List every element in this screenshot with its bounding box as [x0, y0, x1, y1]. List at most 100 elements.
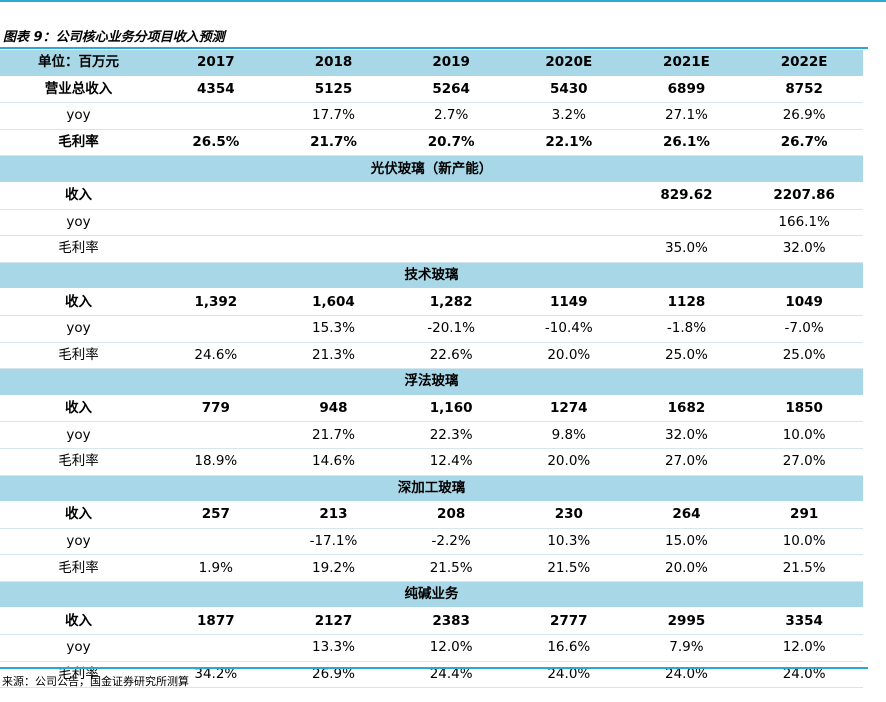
- table-cell: 1128: [627, 288, 746, 316]
- table-cell: 21.7%: [274, 421, 393, 449]
- table-cell: 6899: [627, 76, 746, 104]
- table-cell: 22.1%: [509, 129, 628, 157]
- table-cell: 2383: [392, 607, 510, 636]
- table-cell: 2207.86: [745, 182, 863, 210]
- table-cell: 1,160: [392, 395, 510, 423]
- row-label: 毛利率: [0, 129, 157, 157]
- table-cell: -17.1%: [274, 528, 393, 556]
- table-cell: [392, 182, 510, 210]
- table-cell: 26.9%: [274, 661, 393, 689]
- table-cell: 12.0%: [745, 634, 863, 662]
- table-cell: 2995: [627, 607, 746, 636]
- table-cell: 779: [157, 395, 275, 423]
- table-cell: 26.5%: [157, 129, 275, 157]
- table-cell: 291: [745, 501, 863, 529]
- header-year-cell: 2020E: [509, 50, 628, 77]
- table-cell: 166.1%: [745, 209, 863, 237]
- section-title: 光伏玻璃（新产能）: [0, 155, 863, 183]
- section-title: 技术玻璃: [0, 262, 863, 290]
- table-cell: 10.0%: [745, 421, 863, 449]
- table-cell: 4354: [157, 76, 275, 104]
- header-year-cell: 2021E: [627, 50, 746, 77]
- table-cell: [392, 235, 510, 263]
- table-cell: 1850: [745, 395, 863, 423]
- table-cell: [274, 209, 393, 237]
- row-label: 收入: [0, 501, 157, 529]
- table-cell: 829.62: [627, 182, 746, 210]
- source-note: 来源：公司公告，国金证券研究所测算: [2, 675, 189, 688]
- table-cell: 20.0%: [509, 342, 628, 370]
- table-cell: 21.7%: [274, 129, 393, 157]
- table-cell: 10.0%: [745, 528, 863, 556]
- row-label: 毛利率: [0, 661, 157, 689]
- table-cell: 16.6%: [509, 634, 628, 662]
- table-cell: 264: [627, 501, 746, 529]
- table-row: 收入 779 948 1,160 1274 1682 1850: [0, 395, 863, 423]
- row-label: 毛利率: [0, 448, 157, 476]
- table-cell: 213: [274, 501, 393, 529]
- row-label: 毛利率: [0, 235, 157, 263]
- header-year-cell: 2017: [157, 50, 275, 77]
- table-cell: 1877: [157, 607, 275, 636]
- table-body: 单位：百万元 2017 2018 2019 2020E 2021E 2022E 营业总收入 43…: [0, 50, 863, 689]
- table-row: 收入 829.62 2207.86: [0, 182, 863, 210]
- table-cell: 17.7%: [274, 102, 393, 130]
- section-header-row: 深加工玻璃: [0, 475, 863, 503]
- row-label: 收入: [0, 607, 157, 636]
- row-label: yoy: [0, 421, 157, 449]
- table-cell: 948: [274, 395, 393, 423]
- table-cell: 1,604: [274, 288, 393, 316]
- table-cell: 35.0%: [627, 235, 746, 263]
- table-row: yoy 21.7% 22.3% 9.8% 32.0% 10.0%: [0, 421, 863, 449]
- table-cell: -7.0%: [745, 315, 863, 343]
- table-cell: [392, 209, 510, 237]
- row-label: yoy: [0, 634, 157, 662]
- table-row: yoy 166.1%: [0, 209, 863, 237]
- table-row: yoy 13.3% 12.0% 16.6% 7.9% 12.0%: [0, 634, 863, 662]
- table-row: yoy 15.3% -20.1% -10.4% -1.8% -7.0%: [0, 315, 863, 343]
- row-label: yoy: [0, 315, 157, 343]
- table-cell: 26.1%: [627, 129, 746, 157]
- table-cell: [157, 315, 275, 343]
- table-row: 毛利率 35.0% 32.0%: [0, 235, 863, 263]
- table-row: 收入 257 213 208 230 264 291: [0, 501, 863, 529]
- table-cell: 3354: [745, 607, 863, 636]
- table-cell: [157, 528, 275, 556]
- table-row: 毛利率 1.9% 19.2% 21.5% 21.5% 20.0% 21.5%: [0, 554, 863, 582]
- table-row: 毛利率 26.5% 21.7% 20.7% 22.1% 26.1% 26.7%: [0, 129, 863, 157]
- table-cell: 22.6%: [392, 342, 510, 370]
- table-cell: 1,282: [392, 288, 510, 316]
- table-row: 毛利率 24.6% 21.3% 22.6% 20.0% 25.0% 25.0%: [0, 342, 863, 370]
- table-cell: [157, 102, 275, 130]
- header-year-cell: 2022E: [745, 50, 863, 77]
- table-cell: 1,392: [157, 288, 275, 316]
- table-cell: 2777: [509, 607, 628, 636]
- table-cell: -10.4%: [509, 315, 628, 343]
- revenue-forecast-table: 单位：百万元 2017 2018 2019 2020E 2021E 2022E 营业总收入 43…: [0, 50, 863, 689]
- header-unit-cell: 单位：百万元: [0, 50, 157, 77]
- table-row: 收入 1,392 1,604 1,282 1149 1128 1049: [0, 288, 863, 316]
- table-cell: 21.5%: [509, 554, 628, 582]
- table-cell: 12.0%: [392, 634, 510, 662]
- table-cell: 13.3%: [274, 634, 393, 662]
- table-cell: [157, 182, 275, 210]
- table-cell: 21.5%: [745, 554, 863, 582]
- row-label: 收入: [0, 395, 157, 423]
- table-cell: 25.0%: [745, 342, 863, 370]
- table-cell: 24.6%: [157, 342, 275, 370]
- table-cell: 7.9%: [627, 634, 746, 662]
- table-cell: 18.9%: [157, 448, 275, 476]
- table-cell: 32.0%: [627, 421, 746, 449]
- table-cell: 22.3%: [392, 421, 510, 449]
- table-cell: [274, 182, 393, 210]
- table-cell: [157, 421, 275, 449]
- section-title: 深加工玻璃: [0, 475, 863, 503]
- table-row: 毛利率 18.9% 14.6% 12.4% 20.0% 27.0% 27.0%: [0, 448, 863, 476]
- row-label: 毛利率: [0, 554, 157, 582]
- table-row: 收入 1877 2127 2383 2777 2995 3354: [0, 607, 863, 636]
- table-cell: [157, 235, 275, 263]
- table-cell: 27.1%: [627, 102, 746, 130]
- table-cell: [157, 209, 275, 237]
- table-cell: -20.1%: [392, 315, 510, 343]
- title-rule: [0, 47, 868, 49]
